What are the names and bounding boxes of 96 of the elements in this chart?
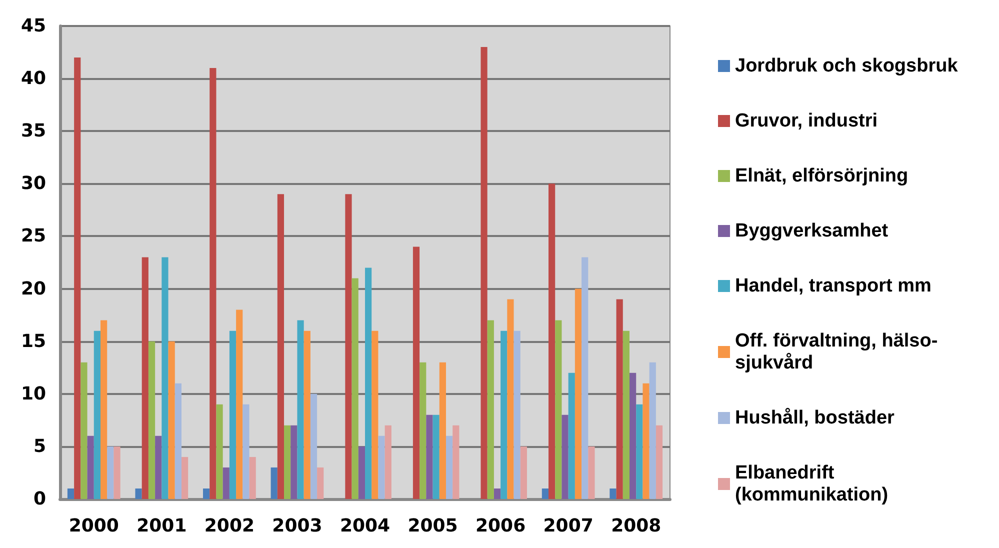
- bar: [87, 436, 94, 499]
- bar: [229, 330, 236, 499]
- y-tick-label: 0: [33, 488, 46, 510]
- bar: [181, 456, 188, 499]
- bar: [555, 320, 562, 499]
- bar: [542, 488, 549, 499]
- bar: [162, 257, 168, 499]
- bar: [148, 341, 156, 499]
- x-tick-label: 2000: [68, 516, 119, 536]
- bar: [297, 320, 304, 499]
- y-tick-label: 40: [20, 68, 46, 90]
- x-tick-label: 2003: [272, 516, 322, 536]
- bar: [358, 446, 365, 499]
- bar: [507, 299, 514, 499]
- legend-label: Jordbruk och skogsbruk: [735, 56, 958, 76]
- bar: [649, 362, 656, 499]
- legend-label: Byggverksamhet: [735, 220, 889, 242]
- bar: [210, 68, 216, 499]
- bar: [100, 320, 108, 499]
- bar: [568, 372, 575, 499]
- bar: [622, 330, 630, 499]
- bar: [616, 299, 623, 499]
- bar: [277, 194, 284, 499]
- legend-label: Off. förvaltning, hälso- sjukvård: [735, 330, 938, 374]
- bar: [642, 383, 650, 499]
- bar: [372, 330, 378, 499]
- bar: [270, 467, 278, 499]
- x-tick-label: 2001: [136, 516, 187, 536]
- bar: [487, 320, 494, 499]
- y-tick-label: 20: [20, 278, 46, 300]
- x-tick-label: 2006: [476, 516, 526, 536]
- bar: [562, 414, 568, 499]
- bar: [310, 394, 318, 499]
- legend-label: Gruvor, industri: [735, 110, 878, 132]
- x-tick-label: 2007: [543, 516, 594, 536]
- bar: [284, 425, 291, 499]
- bar: [426, 414, 433, 499]
- bar: [236, 310, 243, 499]
- y-tick-label: 15: [20, 330, 46, 352]
- bar: [520, 446, 527, 499]
- y-tick-label: 10: [20, 383, 46, 404]
- bar: [114, 446, 120, 499]
- bar: [249, 456, 256, 499]
- bar: [290, 425, 298, 499]
- bar: [514, 330, 520, 499]
- x-tick-label: 2002: [204, 516, 254, 536]
- bar: [610, 488, 616, 499]
- legend-label: Handel, transport mm: [735, 276, 932, 296]
- y-tick-label: 45: [20, 16, 46, 36]
- legend-label: Elbanedrift (kommunikation): [735, 462, 888, 506]
- y-tick-label: 30: [20, 173, 46, 194]
- bar: [142, 257, 148, 499]
- bar: [352, 278, 358, 499]
- bar: [582, 257, 588, 499]
- x-tick-label: 2005: [408, 516, 458, 536]
- bar: [378, 436, 385, 499]
- bar: [94, 330, 100, 499]
- bar: [452, 425, 460, 499]
- bar: [203, 488, 210, 499]
- bar: [480, 47, 488, 499]
- bar: [222, 467, 230, 499]
- y-tick-label: 25: [20, 226, 46, 247]
- bar: [155, 436, 162, 499]
- bar: [420, 362, 426, 499]
- bar: [574, 288, 582, 499]
- y-tick-label: 35: [20, 120, 46, 142]
- bar: [656, 425, 663, 499]
- bar: [174, 383, 182, 499]
- bar: [242, 404, 250, 499]
- bar: [216, 404, 223, 499]
- bar: [304, 330, 310, 499]
- bar: [345, 194, 352, 499]
- bar: [500, 330, 508, 499]
- x-tick-label: 2004: [340, 516, 390, 536]
- bar: [107, 446, 114, 499]
- x-tick-label: 2008: [611, 516, 662, 536]
- bar: [365, 268, 372, 499]
- bar: [494, 488, 501, 499]
- bar: [412, 246, 420, 499]
- bar: [317, 467, 324, 499]
- bar: [588, 446, 595, 499]
- bar: [439, 362, 446, 499]
- bar: [384, 425, 392, 499]
- bar: [135, 488, 142, 499]
- bar: [548, 184, 556, 499]
- bar: [432, 414, 440, 499]
- bar: [80, 362, 88, 499]
- bar: [168, 341, 175, 499]
- legend-label: Elnät, elförsörjning: [735, 166, 908, 186]
- bar: [630, 372, 636, 499]
- bar: [67, 488, 74, 499]
- bar: [74, 58, 81, 499]
- legend-label: Hushåll, bostäder: [735, 408, 896, 428]
- y-tick-label: 5: [33, 436, 46, 457]
- bar: [446, 436, 453, 499]
- bar: [636, 404, 643, 499]
